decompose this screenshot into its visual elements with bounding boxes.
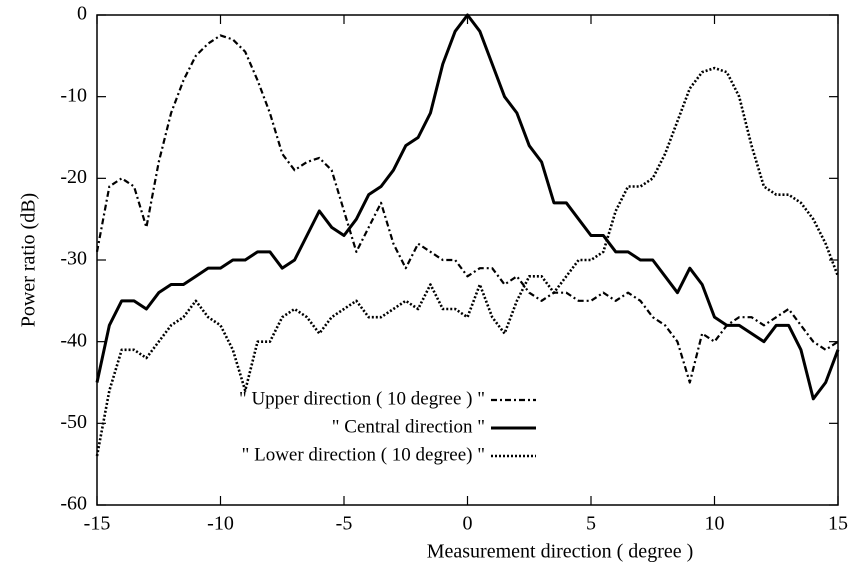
- x-tick-label: -5: [336, 513, 353, 535]
- x-tick-label: 5: [586, 513, 596, 535]
- legend-label: " Central direction ": [332, 416, 485, 437]
- x-axis-label: Measurement direction ( degree ): [427, 541, 694, 563]
- legend-label: " Lower direction ( 10 degree) ": [242, 444, 485, 465]
- y-tick-label: -50: [60, 411, 87, 433]
- y-tick-label: 0: [77, 3, 87, 25]
- y-tick-label: -20: [60, 166, 87, 188]
- y-tick-label: -30: [60, 248, 87, 270]
- series-line: [95, 66, 840, 457]
- y-axis-label: Power ratio (dB): [18, 193, 40, 327]
- legend-label: " Upper direction ( 10 degree ) ": [239, 388, 485, 409]
- series-line: [95, 34, 839, 384]
- x-tick-label: 15: [828, 513, 848, 535]
- y-tick-label: -10: [60, 84, 87, 106]
- x-tick-label: -10: [207, 513, 234, 535]
- x-tick-label: 10: [705, 513, 725, 535]
- y-tick-label: -60: [60, 493, 87, 515]
- series-line: [95, 13, 840, 401]
- x-tick-label: -15: [84, 513, 111, 535]
- y-tick-label: -40: [60, 329, 87, 351]
- x-tick-label: 0: [463, 513, 473, 535]
